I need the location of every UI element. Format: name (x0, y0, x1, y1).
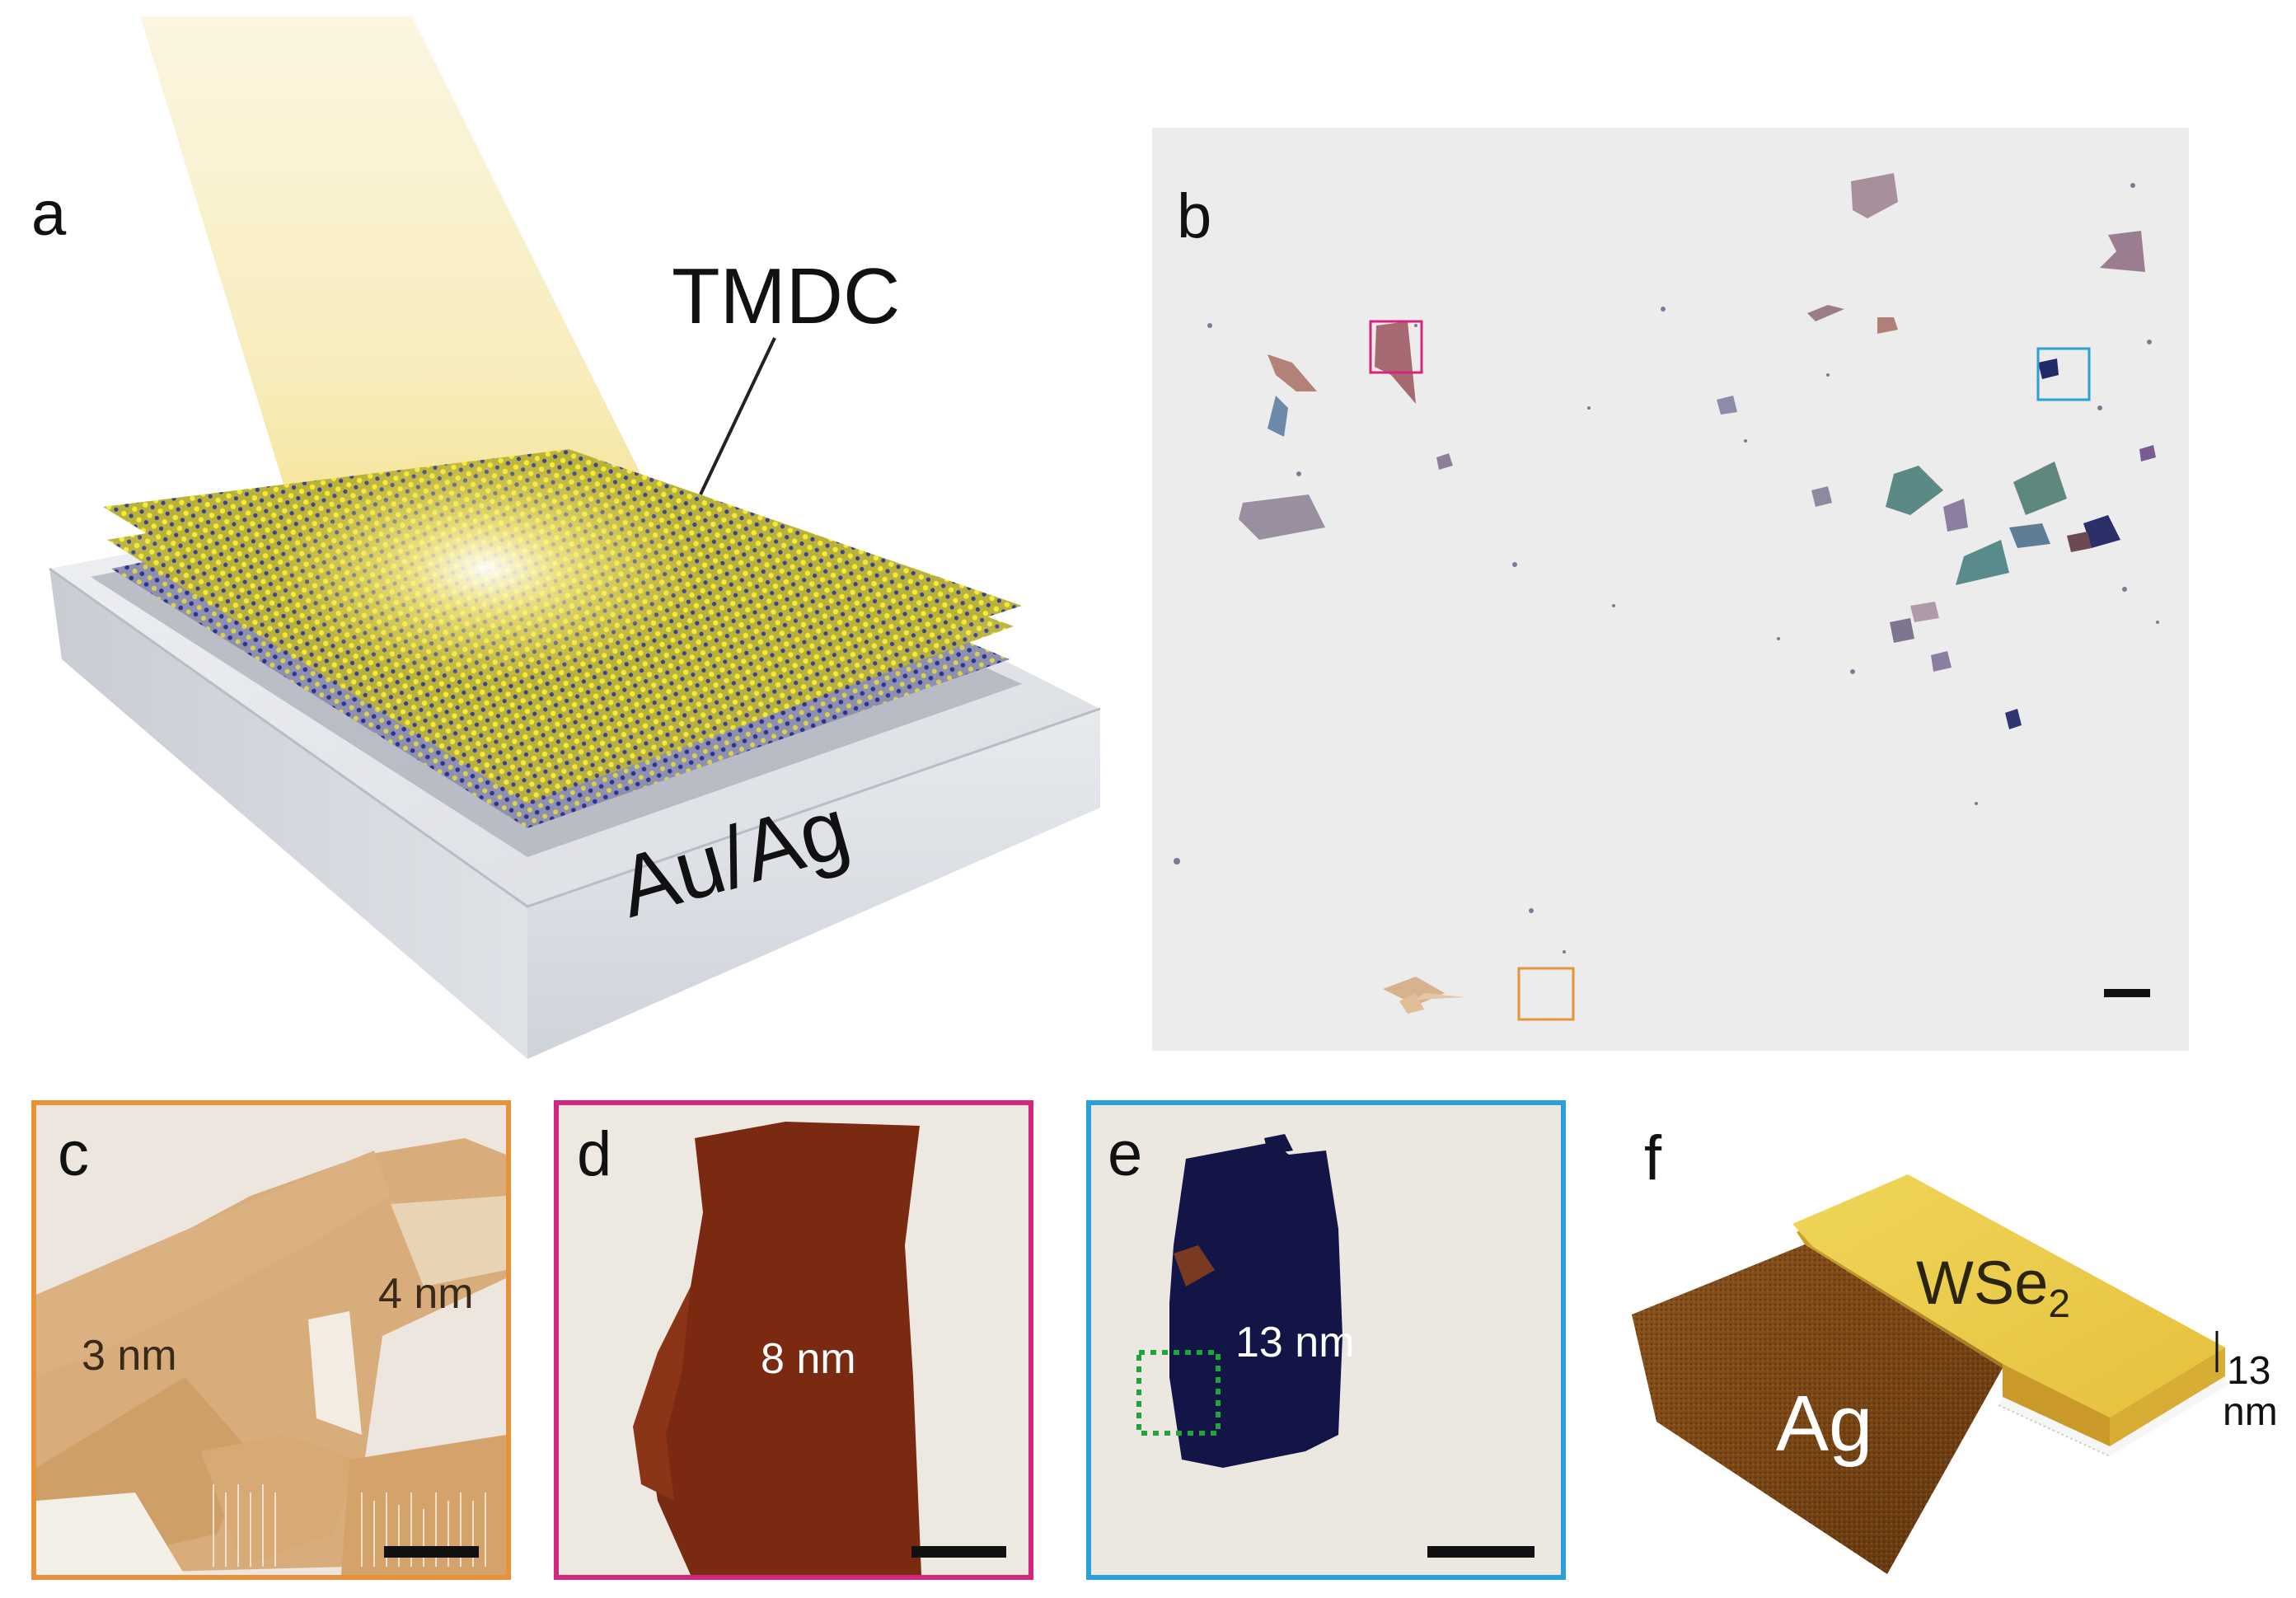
panel-c: c 3 nm 4 nm (31, 1100, 511, 1580)
wse2-label-main: WSe (1916, 1249, 2049, 1317)
panel-d-scale-bar (911, 1546, 1006, 1558)
analysis-box-green (1136, 1350, 1221, 1436)
height-unit-nm: nm (2223, 1390, 2278, 1434)
micrograph-flakes (1239, 173, 2156, 1014)
panel-d-letter: d (577, 1119, 612, 1189)
panel-e-micrograph (1091, 1105, 1561, 1575)
panel-c-micrograph (36, 1105, 506, 1575)
panel-e: e 13 nm (1086, 1100, 1566, 1580)
panel-d: d 8 nm (554, 1100, 1033, 1580)
panel-b-letter: b (1177, 181, 1212, 251)
panel-e-thickness-13nm: 13 nm (1235, 1319, 1355, 1366)
panel-e-letter: e (1108, 1119, 1143, 1189)
marker-box-magenta (1369, 320, 1423, 374)
micrograph-specks (1174, 183, 2159, 954)
panel-c-thickness-3nm: 3 nm (82, 1332, 177, 1380)
panel-c-scale-bar (384, 1546, 479, 1558)
panel-d-micrograph (559, 1105, 1029, 1575)
tmdc-label: TMDC (672, 252, 901, 340)
panel-f-letter: f (1644, 1123, 1662, 1193)
wse2-label-subscript: 2 (2048, 1282, 2071, 1326)
panel-d-thickness-8nm: 8 nm (761, 1335, 856, 1383)
marker-box-orange (1517, 967, 1575, 1021)
panel-e-scale-bar (1427, 1546, 1535, 1558)
panel-b-micrograph (1152, 128, 2189, 1051)
panel-f-afm-image (1632, 1174, 2229, 1574)
marker-box-blue (2036, 347, 2091, 401)
panel-a-letter: a (31, 179, 67, 249)
panel-c-letter: c (58, 1119, 89, 1189)
panel-a-illustration (49, 16, 1101, 1059)
panel-c-thickness-4nm: 4 nm (378, 1270, 474, 1318)
height-value-13: 13 (2227, 1349, 2271, 1393)
panel-b-scale-bar (2104, 989, 2150, 997)
wse2-label: WSe2 (1916, 1253, 2070, 1324)
ag-label: Ag (1776, 1380, 1873, 1468)
